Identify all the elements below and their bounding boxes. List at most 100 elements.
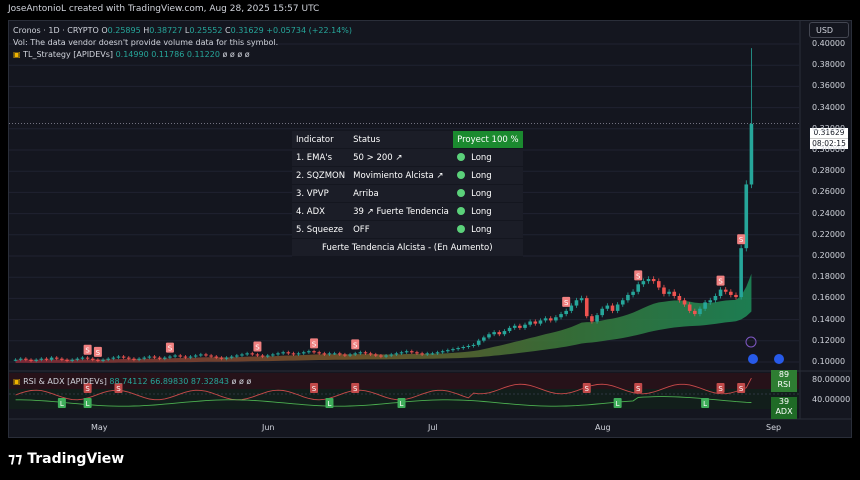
- row-indicator: 2. SQZMON: [292, 166, 350, 185]
- candle-body: [615, 304, 620, 311]
- header-status: Status: [349, 131, 454, 149]
- candle-body: [476, 340, 481, 345]
- candle-body: [188, 356, 193, 358]
- candle-body: [507, 327, 512, 332]
- candle-body: [29, 359, 33, 361]
- candle-body: [693, 310, 697, 315]
- strategy-legend[interactable]: ▣ TL_Strategy [APIDEVs] 0.14990 0.11786 …: [13, 50, 250, 59]
- candle-body: [703, 302, 707, 309]
- candle-body: [410, 351, 414, 353]
- rsi-adx-legend[interactable]: ▣ RSI & ADX [APIDEVs] 88.74112 66.89830 …: [13, 377, 251, 386]
- candle-body: [574, 300, 579, 306]
- candle-body: [435, 352, 440, 354]
- row-status: Arriba: [349, 184, 454, 203]
- long-dot-icon: [457, 170, 466, 179]
- candle-body: [636, 284, 641, 292]
- price-axis-label: 0.38000: [812, 60, 846, 70]
- candle-body: [523, 324, 527, 328]
- candle-body: [538, 320, 543, 324]
- tradingview-logo[interactable]: ⁊⁊ TradingView: [8, 451, 124, 467]
- rsi-overbought-band: [9, 373, 799, 389]
- candle-body: [667, 291, 671, 294]
- candle-body: [307, 351, 311, 353]
- osc-sell-marker: [582, 383, 591, 393]
- price-axis-label: 0.24000: [812, 208, 846, 218]
- candle-body: [379, 355, 383, 357]
- osc-sell-marker-label: S: [312, 385, 317, 393]
- sell-marker: [165, 342, 174, 353]
- candle-body: [420, 353, 424, 355]
- osc-sell-marker-label: S: [353, 385, 358, 393]
- strategy-row: 1. EMA's 50 > 200 ↗ Long: [292, 148, 523, 167]
- long-marker: [83, 398, 92, 408]
- adx-badge: 39 ADX: [771, 397, 797, 419]
- candle-body: [440, 351, 445, 353]
- candle-body: [389, 354, 394, 356]
- candle-body: [631, 291, 635, 295]
- candle-body: [672, 291, 677, 296]
- candle-body: [90, 358, 95, 360]
- candle-body: [718, 289, 723, 296]
- candle-body: [250, 353, 255, 355]
- long-dot-icon: [457, 188, 466, 197]
- candle-body: [518, 325, 522, 328]
- candle-body: [497, 332, 502, 335]
- candle-body: [425, 353, 430, 355]
- candle-body: [471, 344, 476, 346]
- sell-marker: [562, 296, 571, 307]
- candle-body: [286, 352, 291, 354]
- candle-body: [229, 356, 234, 358]
- candle-body: [415, 352, 419, 354]
- candle-body: [271, 354, 275, 356]
- strategy-row: 2. SQZMON Movimiento Alcista ↗ Long: [292, 166, 523, 185]
- candle-body: [60, 358, 64, 360]
- price-axis-label: 0.10000: [812, 357, 846, 366]
- adx-line: [15, 396, 752, 407]
- candle-body: [291, 353, 296, 355]
- time-label-may: May: [91, 423, 108, 432]
- candle-body: [651, 279, 656, 282]
- candle-body: [456, 348, 460, 350]
- candle-body: [451, 349, 455, 351]
- open-value: 0.25895: [107, 26, 141, 35]
- candle-body: [281, 352, 285, 354]
- candle-body: [224, 357, 229, 359]
- candle-body: [312, 351, 316, 353]
- candle-body: [317, 352, 321, 354]
- candle-body: [657, 281, 661, 288]
- candle-body: [482, 337, 486, 341]
- strategy-footer: Fuerte Tendencia Alcista - (En Aumento): [292, 238, 523, 257]
- candle-body: [430, 353, 435, 355]
- strategy-name: TL_Strategy [APIDEVs]: [23, 50, 114, 59]
- price-axis-label: 0.16000: [812, 293, 846, 303]
- rsi-badge: 89 RSI: [771, 370, 797, 392]
- candle-body: [348, 354, 352, 356]
- candle-body: [548, 318, 553, 321]
- candle-body: [265, 355, 270, 357]
- candle-body: [106, 358, 110, 360]
- sell-marker: [634, 270, 643, 281]
- ema-ribbon: [15, 273, 752, 363]
- row-signal: Long: [471, 152, 492, 163]
- currency-button[interactable]: USD: [809, 22, 849, 38]
- long-marker: [397, 398, 406, 408]
- candle-body: [54, 357, 59, 359]
- price-axis-label: 0.36000: [812, 81, 846, 91]
- strategy-footer-row: Fuerte Tendencia Alcista - (En Aumento): [292, 238, 523, 257]
- candle-body: [157, 357, 162, 359]
- price-axis-label: 0.14000: [812, 314, 846, 324]
- long-dot-icon: [457, 206, 466, 215]
- candle-body: [677, 296, 682, 301]
- candle-body: [132, 358, 136, 360]
- candle-body: [590, 316, 594, 322]
- row-status: Movimiento Alcista ↗: [349, 166, 454, 185]
- candle-body: [34, 359, 38, 361]
- row-indicator: 3. VPVP: [292, 184, 350, 203]
- candle-body: [168, 356, 172, 358]
- osc-sell-marker: [716, 383, 725, 393]
- osc-sell-marker-label: S: [116, 385, 121, 393]
- rsi-badge-value: 89: [778, 370, 790, 379]
- sell-marker: [310, 338, 319, 349]
